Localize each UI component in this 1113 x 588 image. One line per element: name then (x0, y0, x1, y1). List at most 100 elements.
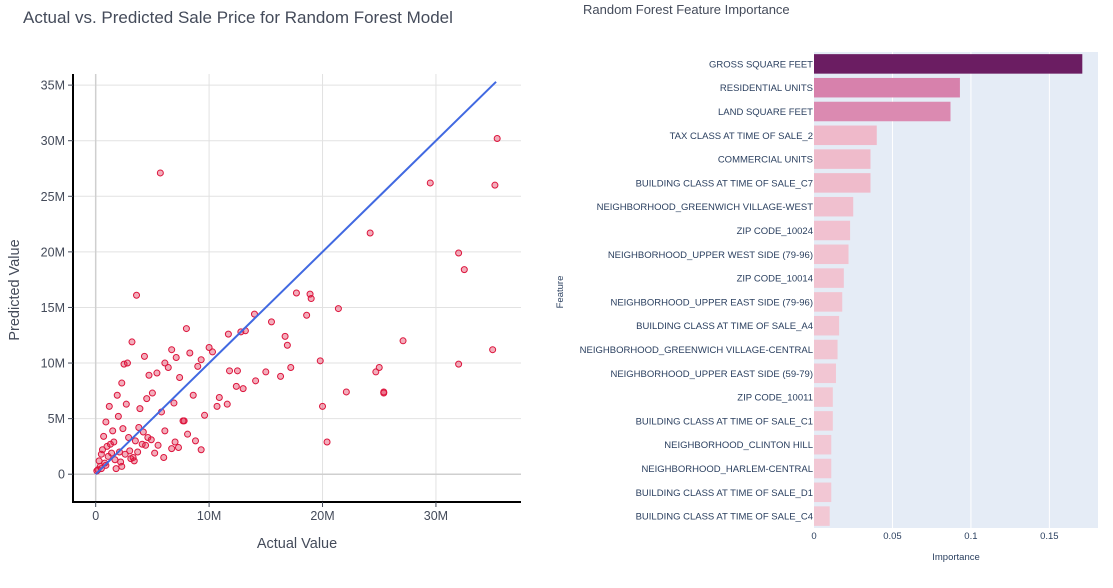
scatter-point (125, 434, 133, 442)
importance-bar (814, 244, 849, 265)
scatter-point (123, 359, 131, 367)
feature-importance-chart: 0 0.05 0.1 0.15 GROSS SQUARE FEET RESIDENTIAL… (555, 52, 1098, 563)
feature-label: NEIGHBORHOOD_UPPER WEST SIDE (79-96) (608, 250, 813, 261)
y-axis-title: Feature (555, 276, 566, 309)
scatter-point (460, 266, 468, 274)
scatter-point (180, 417, 188, 425)
reference-line (94, 81, 497, 475)
scatter-point (323, 438, 331, 446)
y-tick-label: 20M (41, 245, 65, 259)
scatter-point (130, 457, 138, 465)
feature-label: BUILDING CLASS AT TIME OF SALE_D1 (636, 488, 813, 499)
scatter-point (277, 372, 285, 380)
scatter-point (334, 305, 342, 313)
x-tick-label: 0.1 (964, 531, 977, 542)
scatter-point (493, 134, 501, 142)
scatter-point (161, 359, 169, 367)
scatter-point (148, 389, 156, 397)
importance-bar (814, 125, 877, 146)
feature-label: ZIP CODE_10011 (737, 393, 813, 404)
importance-bar (814, 482, 832, 503)
scatter-point (224, 330, 232, 338)
scatter-point (134, 448, 142, 456)
scatter-point (223, 400, 231, 408)
scatter-point (233, 367, 241, 375)
scatter-point (176, 373, 184, 381)
feature-label: NEIGHBORHOOD_UPPER EAST SIDE (79-96) (610, 297, 813, 308)
scatter-point (194, 362, 202, 370)
scatter-point (113, 391, 121, 399)
x-tick-label: 10M (197, 509, 221, 523)
scatter-chart-panel: Actual vs. Predicted Sale Price for Rand… (0, 0, 545, 588)
importance-bar (814, 339, 838, 360)
scatter-point (95, 457, 103, 465)
scatter-point (168, 445, 176, 453)
scatter-point (174, 444, 182, 452)
importance-bar (814, 292, 843, 312)
scatter-point (121, 450, 129, 458)
scatter-point (118, 379, 126, 387)
scatter-point (147, 436, 155, 444)
importance-bar (814, 315, 840, 336)
scatter-point (154, 441, 162, 449)
scatter-point (303, 311, 311, 319)
importance-bar (814, 196, 854, 217)
scatter-point (209, 348, 217, 356)
scatter-point (140, 352, 148, 360)
x-tick-label: 30M (424, 509, 448, 523)
scatter-point (186, 349, 194, 357)
bar-chart-title: Random Forest Feature Importance (583, 2, 790, 17)
scatter-point (135, 424, 143, 432)
scatter-point (197, 446, 205, 454)
scatter-point (109, 427, 117, 435)
scatter-point (287, 363, 295, 371)
scatter-point (171, 438, 179, 446)
scatter-point (160, 454, 168, 462)
feature-label: BUILDING CLASS AT TIME OF SALE_C7 (636, 178, 813, 189)
scatter-point (126, 447, 134, 455)
x-tick-label: 0.15 (1040, 531, 1059, 542)
feature-label: ZIP CODE_10024 (737, 226, 813, 237)
feature-label: GROSS SQUARE FEET (709, 59, 813, 70)
scatter-point (426, 179, 434, 187)
feature-label: COMMERCIAL UNITS (718, 155, 813, 166)
y-tick-label: 10M (41, 357, 65, 371)
importance-bar (814, 387, 833, 407)
y-axis-title: Predicted Value (7, 239, 23, 340)
x-tick-label: 20M (310, 509, 334, 523)
scatter-point (455, 360, 463, 368)
x-tick-label: 0.05 (883, 531, 902, 542)
scatter-point (139, 428, 147, 436)
importance-bar (814, 268, 844, 288)
scatter-point (170, 399, 178, 407)
importance-bar (814, 411, 833, 431)
scatter-point (100, 432, 108, 440)
scatter-point (114, 412, 122, 420)
scatter-point (102, 418, 110, 426)
scatter-point (491, 181, 499, 189)
scatter-point (232, 382, 240, 390)
scatter-point (142, 441, 150, 449)
importance-bar (814, 220, 851, 241)
scatter-point (191, 437, 199, 445)
plot-background (814, 52, 1098, 528)
importance-bar (814, 54, 1083, 74)
feature-label: BUILDING CLASS AT TIME OF SALE_C1 (636, 416, 813, 427)
x-tick-label: 0 (92, 509, 99, 523)
scatter-point (164, 363, 172, 371)
scatter-point (455, 249, 463, 257)
scatter-point (106, 440, 114, 448)
feature-label: NEIGHBORHOOD_GREENWICH VILLAGE-WEST (597, 202, 814, 213)
scatter-point (133, 291, 141, 299)
scatter-point (250, 310, 258, 318)
scatter-point (316, 357, 324, 365)
scatter-point (226, 367, 234, 375)
feature-label: RESIDENTIAL UNITS (720, 83, 813, 94)
x-axis-title: Importance (932, 552, 980, 563)
scatter-point (131, 437, 139, 445)
importance-bar (814, 506, 830, 526)
feature-label: BUILDING CLASS AT TIME OF SALE_A4 (636, 321, 813, 332)
importance-bar (814, 173, 871, 193)
y-tick-label: 30M (41, 134, 65, 148)
importance-bar (814, 101, 951, 122)
